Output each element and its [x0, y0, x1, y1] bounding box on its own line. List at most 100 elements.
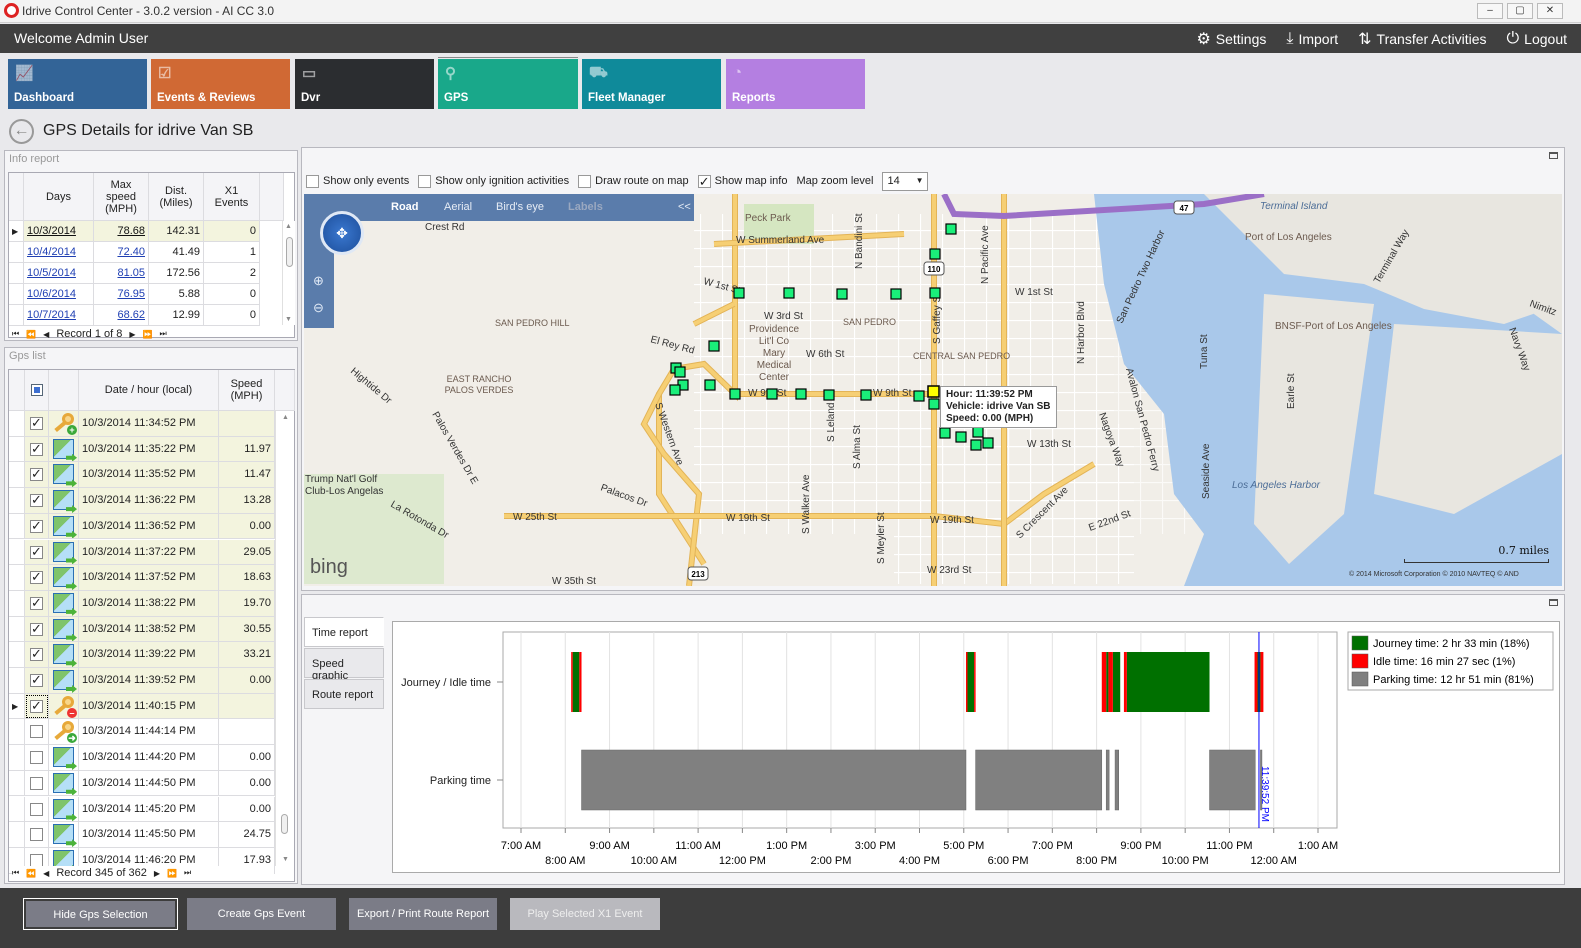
settings-button[interactable]: ⚙ Settings [1196, 29, 1266, 49]
tab-route-report[interactable]: Route report [304, 679, 384, 709]
gps-marker[interactable] [913, 390, 925, 402]
cell-max[interactable]: 72.40 [94, 242, 149, 263]
row-checkbox-cell[interactable]: ✓ [25, 488, 49, 514]
checkbox-checked-icon[interactable]: ✓ [30, 697, 43, 713]
tile-gps[interactable]: ⚲ GPS [438, 59, 578, 109]
nav-button-icon[interactable]: ⏮ [12, 329, 20, 338]
row-checkbox-cell[interactable]: ✓ [25, 693, 49, 720]
checkbox-icon[interactable] [30, 776, 43, 790]
row-checkbox-cell[interactable]: ✓ [25, 616, 49, 643]
checkbox-icon[interactable] [30, 725, 43, 739]
gps-marker[interactable] [929, 248, 941, 260]
minimize-button[interactable]: – [1477, 3, 1503, 19]
row-checkbox-cell[interactable]: ✓ [25, 642, 49, 668]
row-checkbox-cell[interactable] [25, 770, 49, 797]
checkbox-icon[interactable] [30, 802, 43, 816]
import-button[interactable]: ⤓ Import [1286, 29, 1338, 49]
checkbox-icon[interactable] [30, 751, 43, 765]
transfer-activities-button[interactable]: ⇅ Transfer Activities [1358, 29, 1486, 49]
gps-marker[interactable] [929, 287, 941, 299]
nav-button-icon[interactable]: ⏩ [167, 868, 177, 878]
tile-fleet-manager[interactable]: ⛟ Fleet Manager [582, 59, 721, 109]
checkbox-checked-icon[interactable]: ✓ [30, 543, 43, 559]
checkbox-checked-icon[interactable]: ✓ [30, 517, 43, 533]
gps-marker[interactable] [823, 389, 835, 401]
nav-button-icon[interactable]: ▶ [153, 868, 160, 878]
play-selected-x1-event-button[interactable]: Play Selected X1 Event [510, 898, 660, 930]
gps-marker[interactable] [972, 426, 984, 438]
show-only-ignition-checkbox[interactable]: Show only ignition activities [418, 174, 569, 188]
map-pan-control[interactable]: ✥ [320, 211, 364, 255]
checkbox-checked-icon[interactable]: ✓ [30, 646, 43, 662]
nav-button-icon[interactable]: ▶ [129, 329, 136, 339]
row-checkbox-cell[interactable]: ✓ [25, 436, 49, 463]
row-checkbox-cell[interactable]: ✓ [25, 513, 49, 540]
vertical-scrollbar[interactable]: ▲ ▼ [282, 221, 295, 325]
cell-max[interactable]: 81.05 [94, 263, 149, 284]
gps-marker[interactable] [945, 223, 957, 235]
checkbox-checked-icon[interactable]: ✓ [30, 492, 43, 508]
nav-button-icon[interactable]: ◀ [43, 329, 50, 339]
cell-day[interactable]: 10/5/2014 [24, 263, 94, 284]
map-tab-road[interactable]: Road [391, 201, 419, 213]
scroll-up-icon[interactable]: ▲ [285, 223, 292, 230]
create-gps-event-button[interactable]: Create Gps Event [187, 898, 336, 930]
show-map-info-checkbox[interactable]: ✓ Show map info [697, 174, 787, 188]
gps-marker[interactable] [928, 398, 940, 410]
row-checkbox-cell[interactable]: ✓ [25, 590, 49, 617]
row-checkbox-cell[interactable] [25, 822, 49, 848]
checkbox-checked-icon[interactable]: ✓ [30, 440, 43, 456]
close-button[interactable]: ✕ [1537, 3, 1563, 19]
row-checkbox-cell[interactable] [25, 745, 49, 771]
column-header-date[interactable]: Date / hour (local) [79, 370, 219, 411]
panel-maximize-icon[interactable] [1549, 152, 1558, 159]
cell-max[interactable]: 76.95 [94, 284, 149, 305]
gps-marker[interactable] [836, 288, 848, 300]
row-checkbox-cell[interactable]: ✓ [25, 462, 49, 489]
checkbox-checked-icon[interactable]: ✓ [30, 620, 43, 636]
nav-button-icon[interactable]: ⏪ [26, 868, 37, 878]
scroll-down-icon[interactable]: ▼ [282, 856, 289, 863]
cell-day[interactable]: 10/6/2014 [24, 284, 94, 305]
cell-max[interactable]: 68.62 [94, 305, 149, 326]
map-tab-birds-eye[interactable]: Bird's eye [496, 201, 544, 213]
gps-marker[interactable] [704, 379, 716, 391]
tab-speed-graphic[interactable]: Speed graphic [304, 648, 384, 682]
map-tab-aerial[interactable]: Aerial [444, 201, 473, 213]
logout-button[interactable]: ⏻ Logout [1507, 29, 1567, 49]
gps-marker[interactable] [795, 388, 807, 400]
selected-gps-marker[interactable] [927, 385, 940, 398]
show-only-events-checkbox[interactable]: Show only events [306, 174, 409, 188]
tile-reports[interactable]: ◔ Reports [726, 59, 865, 109]
column-header[interactable]: Days [24, 173, 94, 221]
tab-time-report[interactable]: Time report [304, 617, 384, 647]
map-zoom-select[interactable]: 14 ▼ [882, 171, 929, 191]
column-header-speed[interactable]: Speed (MPH) [219, 370, 275, 411]
row-checkbox-cell[interactable]: ✓ [25, 411, 49, 437]
gps-marker[interactable] [982, 437, 994, 449]
gps-marker[interactable] [860, 389, 872, 401]
zoom-in-icon[interactable]: ⊕ [313, 273, 324, 288]
checkbox-icon[interactable] [30, 853, 43, 867]
checkbox-icon[interactable] [30, 828, 43, 842]
panel-maximize-icon[interactable] [1549, 599, 1558, 606]
row-checkbox-cell[interactable]: ✓ [25, 539, 49, 566]
nav-button-icon[interactable]: ⏮ [12, 868, 20, 877]
tile-events-reviews[interactable]: ☑ Events & Reviews [151, 59, 290, 109]
nav-button-icon[interactable]: ◀ [43, 868, 50, 878]
column-header[interactable]: Dist. (Miles) [149, 173, 204, 221]
scroll-up-icon[interactable]: ▲ [282, 414, 289, 421]
row-checkbox-cell[interactable] [25, 796, 49, 823]
checkbox-checked-icon[interactable]: ✓ [30, 672, 43, 687]
nav-button-icon[interactable]: ⏭ [183, 868, 192, 877]
draw-route-checkbox[interactable]: Draw route on map [578, 174, 689, 188]
vertical-scrollbar[interactable]: ▲ ▼ [275, 411, 294, 866]
cell-max[interactable]: 78.68 [94, 221, 149, 242]
cell-day[interactable]: 10/4/2014 [24, 242, 94, 263]
column-header[interactable]: X1 Events [204, 173, 260, 221]
checkbox-checked-icon[interactable]: ✓ [30, 569, 43, 585]
scroll-thumb[interactable] [286, 237, 293, 267]
cell-day[interactable]: 10/7/2014 [24, 305, 94, 326]
gps-marker[interactable] [729, 388, 741, 400]
checkbox-checked-icon[interactable]: ✓ [30, 415, 43, 430]
